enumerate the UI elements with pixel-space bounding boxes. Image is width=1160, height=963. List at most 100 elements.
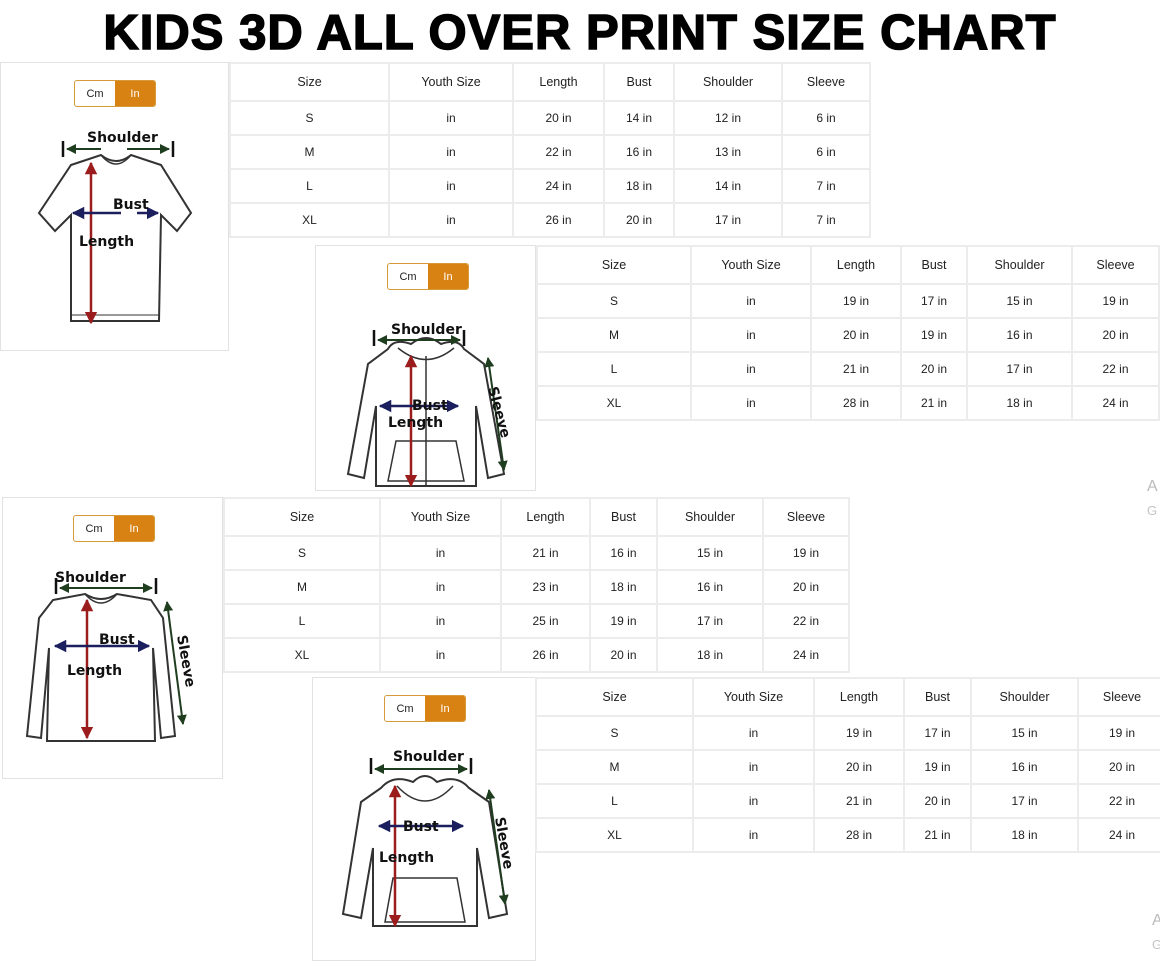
table-cell: M <box>535 749 694 785</box>
table-cell: in <box>690 283 812 319</box>
table-cell: in <box>690 317 812 353</box>
table-cell: in <box>388 134 514 170</box>
tshirt-diagram-panel: Shoulder Bust Length Cm In <box>0 62 229 351</box>
table-cell: 22 in <box>1077 783 1160 819</box>
table-cell: 24 in <box>512 168 605 204</box>
table-cell: 17 in <box>900 283 968 319</box>
column-header: Shoulder <box>673 62 783 102</box>
table-cell: in <box>690 351 812 387</box>
table-cell: 20 in <box>900 351 968 387</box>
table-cell: 19 in <box>1077 715 1160 751</box>
column-header: Youth Size <box>690 245 812 285</box>
column-header: Bust <box>603 62 675 102</box>
cm-option[interactable]: Cm <box>86 87 104 100</box>
pullover-hoodie-diagram-panel: Shoulder Bust Length Sleeve Cm In <box>312 677 536 961</box>
cm-option[interactable]: Cm <box>399 270 417 283</box>
column-header: Sleeve <box>762 497 850 537</box>
length-label: Length <box>67 663 122 679</box>
table-row: XL in 28 in 21 in 18 in 24 in <box>535 817 1160 853</box>
table-cell: 7 in <box>781 168 871 204</box>
table-cell: 24 in <box>1077 817 1160 853</box>
in-option[interactable]: In <box>115 81 155 106</box>
column-header: Shoulder <box>966 245 1073 285</box>
shoulder-label: Shoulder <box>393 749 464 765</box>
table-header-row: Size Youth Size Length Bust Shoulder Sleeve <box>536 245 1160 285</box>
column-header: Youth Size <box>388 62 514 102</box>
in-option[interactable]: In <box>114 516 154 541</box>
zip-hoodie-diagram: Shoulder Bust Length Sleeve <box>346 322 513 488</box>
column-header: Size <box>229 62 390 102</box>
table-cell: 18 in <box>656 637 764 673</box>
table-cell: 16 in <box>966 317 1073 353</box>
table-cell: M <box>223 569 381 605</box>
table-cell: 17 in <box>656 603 764 639</box>
table-cell: 20 in <box>903 783 972 819</box>
cm-option[interactable]: Cm <box>396 702 414 715</box>
table-header-row: Size Youth Size Length Bust Shoulder Sleeve <box>535 677 1160 717</box>
bust-label: Bust <box>113 197 149 213</box>
column-header: Sleeve <box>1077 677 1160 717</box>
table-cell: 28 in <box>810 385 902 421</box>
table-cell: in <box>379 535 502 571</box>
shoulder-label: Shoulder <box>55 570 126 586</box>
length-label: Length <box>79 234 134 250</box>
column-header: Length <box>810 245 902 285</box>
column-header: Size <box>536 245 692 285</box>
column-header: Sleeve <box>1071 245 1160 285</box>
table-cell: 18 in <box>603 168 675 204</box>
table-cell: L <box>536 351 692 387</box>
table-cell: 15 in <box>656 535 764 571</box>
table-cell: 17 in <box>903 715 972 751</box>
in-option[interactable]: In <box>428 264 468 289</box>
table-header-row: Size Youth Size Length Bust Shoulder Sleeve <box>223 497 850 537</box>
table-cell: 17 in <box>673 202 783 238</box>
column-header: Length <box>500 497 591 537</box>
pullover-hoodie-diagram: Shoulder Bust Length Sleeve <box>341 749 516 928</box>
watermark-fragment: G <box>1147 503 1158 518</box>
table-cell: 18 in <box>589 569 658 605</box>
table-cell: 23 in <box>500 569 591 605</box>
table-cell: 12 in <box>673 100 783 136</box>
unit-toggle[interactable]: Cm In <box>74 80 156 107</box>
table-cell: 19 in <box>762 535 850 571</box>
watermark-fragment: A <box>1152 912 1160 929</box>
cm-option[interactable]: Cm <box>85 522 103 535</box>
table-cell: 20 in <box>813 749 905 785</box>
table-cell: S <box>223 535 381 571</box>
table-cell: 21 in <box>813 783 905 819</box>
table-cell: 19 in <box>813 715 905 751</box>
length-label: Length <box>379 850 434 866</box>
column-header: Bust <box>589 497 658 537</box>
table-cell: 18 in <box>970 817 1079 853</box>
table-cell: 16 in <box>656 569 764 605</box>
column-header: Length <box>813 677 905 717</box>
unit-toggle[interactable]: Cm In <box>387 263 469 290</box>
unit-toggle[interactable]: Cm In <box>384 695 466 722</box>
table-cell: 16 in <box>970 749 1079 785</box>
table-cell: XL <box>223 637 381 673</box>
table-row: XL in 28 in 21 in 18 in 24 in <box>536 385 1160 421</box>
table-row: XL in 26 in 20 in 18 in 24 in <box>223 637 850 673</box>
table-cell: M <box>536 317 692 353</box>
unit-toggle[interactable]: Cm In <box>73 515 155 542</box>
in-option[interactable]: In <box>425 696 465 721</box>
table-cell: L <box>223 603 381 639</box>
table-cell: S <box>229 100 390 136</box>
table-cell: 26 in <box>500 637 591 673</box>
shoulder-label: Shoulder <box>391 322 462 338</box>
table-cell: XL <box>535 817 694 853</box>
table-cell: in <box>379 603 502 639</box>
table-cell: in <box>388 202 514 238</box>
table-cell: 22 in <box>1071 351 1160 387</box>
